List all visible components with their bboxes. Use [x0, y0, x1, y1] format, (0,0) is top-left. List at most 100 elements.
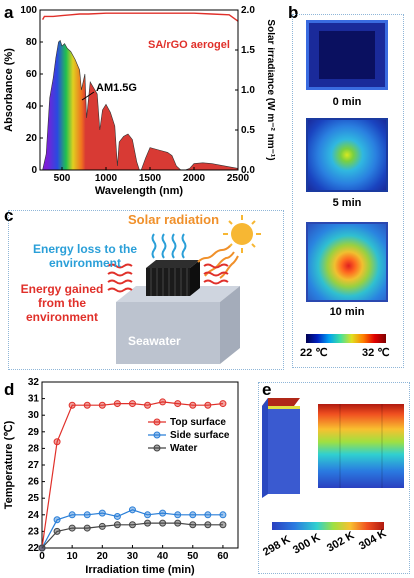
x-tick-label: 10	[67, 551, 79, 562]
schematic-panel	[8, 210, 284, 370]
data-point	[53, 527, 61, 535]
time-label-5min: 5 min	[332, 197, 362, 209]
data-point	[189, 521, 197, 529]
data-point	[128, 400, 136, 408]
data-point	[219, 400, 227, 408]
data-point	[189, 511, 197, 519]
am15g-spectrum-area	[42, 39, 239, 171]
data-point	[174, 519, 182, 527]
x-tick-label: 500	[54, 173, 71, 184]
data-point	[68, 524, 76, 532]
x-tick-label: 30	[127, 551, 139, 562]
data-point	[98, 509, 106, 517]
data-point	[113, 400, 121, 408]
y-tick-label: 27	[28, 460, 40, 471]
x-tick-label: 1000	[95, 173, 118, 184]
data-point	[174, 400, 182, 408]
y-right-axis-label: Solar irradiance (W m⁻² nm⁻¹)	[265, 19, 275, 160]
y-tick-label: 30	[28, 410, 40, 421]
y-tick-label: 24	[28, 510, 40, 521]
y-right-tick-label: 0.0	[241, 165, 255, 176]
legend-marker	[153, 431, 161, 439]
time-label-0min: 0 min	[332, 96, 362, 108]
colorbar-max-label: 32 ℃	[362, 347, 390, 359]
series-line-1	[41, 509, 223, 549]
x-tick-label: 20	[97, 551, 109, 562]
y-tick-label: 25	[28, 493, 40, 504]
thermal-image-10min	[306, 222, 388, 302]
y-axis-label: Temperature (℃)	[3, 420, 15, 509]
temperature-time-chart: 0 10 20 30 40 50 60 22 23 24 25 26 27 28 29 30 31 32 Irrad…	[3, 378, 239, 576]
data-point	[53, 438, 61, 446]
data-point	[189, 401, 197, 409]
y-right-tick-label: 1.0	[241, 85, 255, 96]
y-tick-label: 31	[28, 394, 40, 405]
thermal-images-panel	[292, 14, 404, 368]
y-left-tick-label: 80	[26, 37, 38, 48]
y-tick-label: 23	[28, 526, 40, 537]
data-point	[68, 401, 76, 409]
absorbance-line	[41, 12, 239, 22]
data-point	[219, 521, 227, 529]
y-right-tick-label: 0.5	[241, 125, 255, 136]
data-point	[128, 506, 136, 514]
time-label-10min: 10 min	[329, 306, 365, 318]
data-point	[128, 521, 136, 529]
y-tick-label: 22	[28, 543, 40, 554]
data-point	[98, 522, 106, 530]
x-tick-label: 1500	[139, 173, 162, 184]
data-point	[174, 511, 182, 519]
data-point	[144, 401, 152, 409]
panel-letter-b: b	[288, 3, 299, 22]
x-tick-label: 40	[157, 551, 169, 562]
temperature-simulation	[262, 398, 404, 530]
energy-gain-arrows	[107, 263, 229, 293]
legend-marker	[153, 418, 161, 426]
panel-letter-e: e	[262, 380, 272, 399]
y-tick-label: 29	[28, 427, 40, 438]
x-axis-label: Irradiation time (min)	[85, 564, 195, 576]
x-tick-label: 2500	[227, 173, 250, 184]
x-tick-label: 50	[187, 551, 199, 562]
panel-letter-d: d	[4, 380, 15, 399]
absorbance-curve-label: SA/rGO aerogel	[148, 39, 230, 51]
y-left-tick-label: 0	[31, 165, 37, 176]
data-point	[219, 511, 227, 519]
panel-letter-a: a	[4, 3, 14, 22]
aerogel-block	[146, 260, 200, 296]
simulation-panel	[258, 382, 410, 574]
data-point	[204, 401, 212, 409]
data-point	[159, 509, 167, 517]
y-tick-label: 26	[28, 477, 40, 488]
series-line-2	[41, 522, 223, 549]
kelvin-colorbar	[272, 522, 384, 530]
temperature-colorbar	[306, 334, 386, 343]
x-tick-label: 0	[39, 551, 45, 562]
thermal-image-0min	[306, 20, 388, 90]
colorbar-min-label: 22 ℃	[300, 347, 328, 359]
spectrum-label: AM1.5G	[96, 82, 137, 94]
series-line-0	[41, 401, 223, 549]
data-point	[144, 519, 152, 527]
y-left-tick-label: 20	[26, 133, 38, 144]
x-tick-label: 2000	[183, 173, 206, 184]
solar-radiation-label: Solar radiation	[128, 212, 220, 227]
seawater-side	[220, 286, 240, 364]
legend-label: Top surface	[170, 417, 226, 428]
legend-label: Water	[170, 443, 198, 454]
energy-loss-arrows	[151, 233, 187, 259]
data-point	[144, 511, 152, 519]
absorbance-spectrum-chart: 500 1000 1500 2000 2500 0 20 40 60 80 100 0.0 0.5 1.0…	[3, 5, 275, 197]
block-3d-model	[262, 398, 300, 498]
data-point	[98, 401, 106, 409]
seawater-front	[116, 302, 220, 364]
spectrum-label-pointer	[81, 91, 95, 101]
data-point	[113, 512, 121, 520]
y-right-tick-label: 1.5	[241, 45, 255, 56]
y-right-tick-label: 2.0	[241, 5, 255, 16]
data-point	[113, 521, 121, 529]
y-left-tick-label: 40	[26, 101, 38, 112]
y-tick-label: 32	[28, 378, 40, 388]
energy-gain-label: Energy gained from the environment	[20, 282, 104, 324]
x-tick-label: 60	[217, 551, 229, 562]
